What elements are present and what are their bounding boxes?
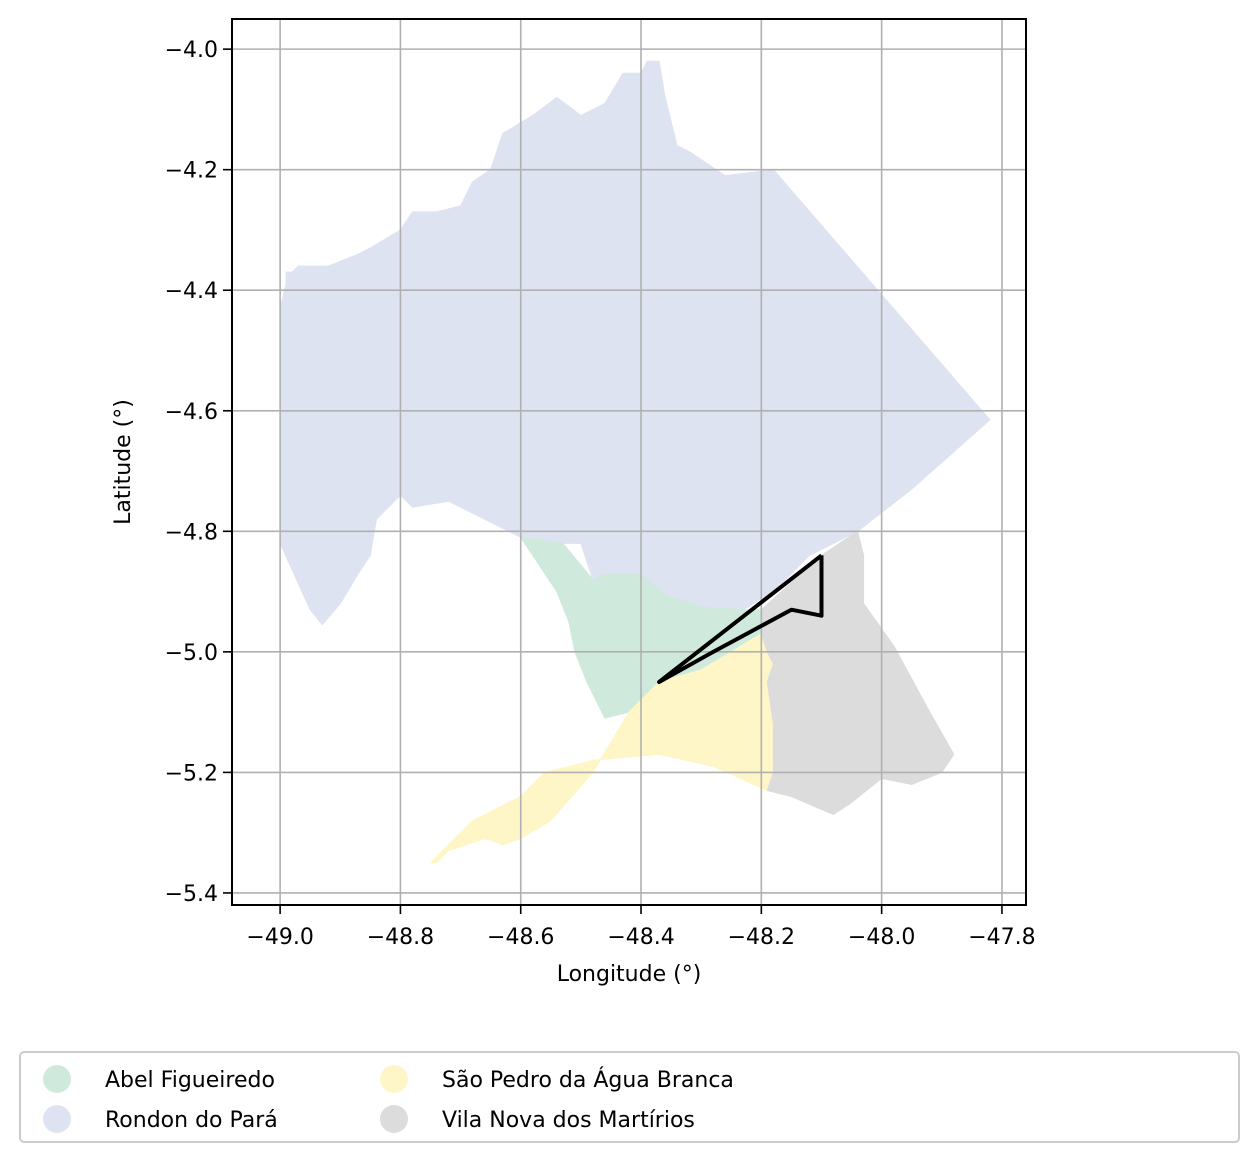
legend-label-rondon-do-para: Rondon do Pará (105, 1108, 278, 1133)
region-vila-nova-dos-martirios (760, 530, 955, 816)
y-axis-label: Latitude (°) (111, 399, 136, 525)
plot-frame (231, 18, 1027, 906)
legend-box (19, 1051, 1240, 1143)
y-tick-label: −4.0 (165, 38, 218, 63)
x-tick-label: −48.2 (728, 925, 795, 950)
legend-label-vila-nova-dos-martirios: Vila Nova dos Martírios (442, 1108, 695, 1133)
highlight-outline (657, 553, 824, 684)
y-axis: −4.0 −4.2 −4.4 −4.6 −4.8 −5.0 −5.2 −5.4 (165, 38, 232, 907)
x-tick-label: −48.8 (367, 925, 434, 950)
x-axis: −49.0 −48.8 −48.6 −48.4 −48.2 −48.0 −47.8 (246, 905, 1036, 950)
y-tick-label: −5.0 (165, 641, 218, 666)
legend-label-sao-pedro-da-agua-branca: São Pedro da Água Branca (442, 1067, 734, 1093)
x-tick-label: −48.4 (607, 925, 674, 950)
legend-marker-rondon-do-para (43, 1105, 71, 1133)
y-tick-label: −4.2 (165, 159, 218, 184)
x-tick-label: −49.0 (246, 925, 313, 950)
y-tick-label: −5.4 (165, 882, 218, 907)
y-tick-label: −5.2 (165, 761, 218, 786)
grid-layer (232, 19, 1026, 905)
highlight-layer (657, 553, 824, 684)
y-tick-label: −4.6 (165, 400, 218, 425)
legend-marker-abel-figueiredo (43, 1065, 71, 1093)
y-tick-label: −4.8 (165, 520, 218, 545)
legend: Abel Figueiredo Rondon do Pará São Pedro d… (19, 1051, 1240, 1143)
region-rondon-do-para (279, 60, 991, 626)
x-axis-label: Longitude (°) (557, 962, 702, 987)
legend-marker-vila-nova-dos-martirios (380, 1105, 408, 1133)
x-tick-label: −48.6 (487, 925, 554, 950)
x-tick-label: −48.0 (848, 925, 915, 950)
legend-label-abel-figueiredo: Abel Figueiredo (105, 1068, 275, 1093)
x-tick-label: −47.8 (968, 925, 1035, 950)
legend-marker-sao-pedro-da-agua-branca (380, 1065, 408, 1093)
y-tick-label: −4.4 (165, 279, 218, 304)
